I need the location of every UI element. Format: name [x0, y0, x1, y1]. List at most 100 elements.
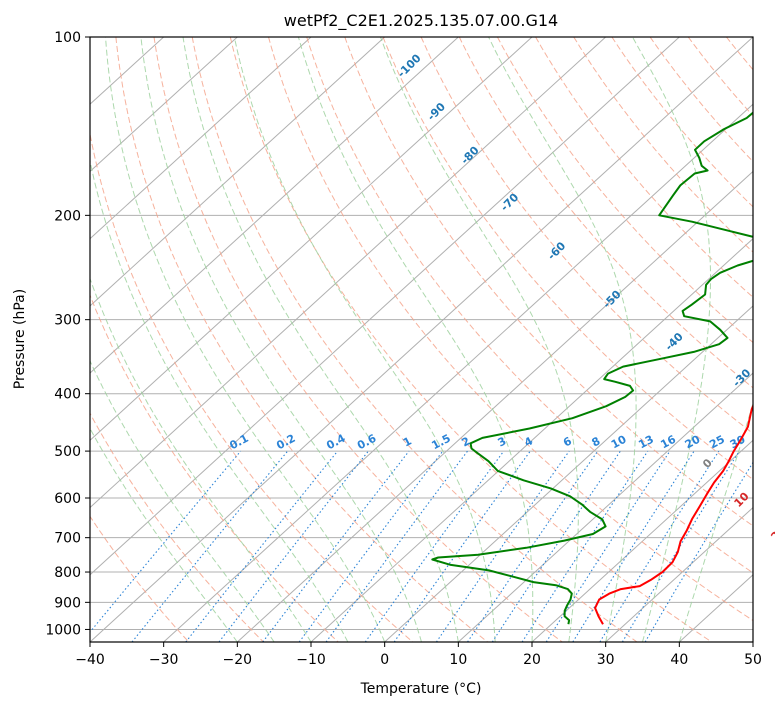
dry-adiabat-line — [268, 37, 753, 622]
isotherm-line — [90, 37, 238, 173]
mixing-ratio-label: 20 — [683, 433, 703, 452]
moist-adiabat-line — [678, 401, 753, 642]
line-labels: 0.1 0.2 0.4 0.6 1 1.5 2 3 4 6 8 10 13 16 20 25 30-100-90… — [227, 51, 775, 543]
mixing-ratio-line — [521, 450, 649, 642]
mixing-ratio-line — [325, 450, 468, 642]
dry-adiabat-line — [90, 515, 190, 642]
dry-adiabat-line — [191, 37, 638, 642]
x-tick-label: −20 — [223, 652, 253, 668]
dry-adiabat-label: -30 — [730, 366, 753, 389]
dry-adiabat-label: 10 — [732, 490, 752, 510]
x-tick-label: 50 — [744, 652, 762, 668]
y-axis-label: Pressure (hPa) — [12, 289, 28, 389]
mixing-ratio-line — [491, 450, 621, 642]
moist-adiabat-line — [182, 37, 459, 642]
mixing-ratio-label: 13 — [636, 433, 656, 452]
x-axis: −40 −30 −20 −10 0 10 20 30 40 50 — [75, 642, 762, 668]
mixing-ratio-line — [131, 450, 289, 642]
y-tick-label: 700 — [54, 531, 81, 547]
dry-adiabat-line — [382, 37, 753, 481]
isotherm-line — [90, 37, 312, 240]
y-tick-label: 200 — [54, 208, 81, 224]
profiles — [431, 111, 753, 625]
mixing-ratio-label: 25 — [707, 433, 727, 452]
mixing-ratio-label: 0.4 — [324, 432, 348, 453]
isotherm-line — [90, 37, 680, 576]
mixing-ratio-line — [572, 450, 695, 642]
moist-adiabat-line — [380, 37, 579, 642]
mixing-ratio-label: 8 — [590, 434, 603, 449]
mixing-ratio-label: 0.1 — [227, 432, 250, 453]
mixing-ratio-line — [435, 450, 570, 642]
moist-adiabat-line — [140, 37, 422, 642]
isotherm-line — [310, 237, 753, 642]
chart-title: wetPf2_C2E1.2025.135.07.00.G14 — [284, 11, 558, 31]
mixing-ratio-label: 10 — [609, 433, 629, 452]
mixing-ratio-label: 1 — [401, 434, 414, 449]
isotherm-line — [384, 305, 753, 642]
mixing-ratio-line — [218, 450, 369, 642]
isotherm-line — [457, 372, 753, 642]
x-tick-label: −10 — [296, 652, 326, 668]
y-tick-label: 600 — [54, 491, 81, 507]
dry-adiabat-label: 0 — [700, 456, 715, 471]
isotherm-line — [752, 641, 753, 642]
mixing-ratio-line — [298, 450, 444, 642]
mixing-ratio-line — [262, 450, 410, 642]
dry-adiabat-line — [90, 412, 264, 642]
x-tick-label: 20 — [523, 652, 541, 668]
temperature-line — [594, 403, 753, 625]
dry-adiabat-line — [611, 37, 753, 208]
isotherm-line — [90, 37, 753, 642]
moist-adiabat-line — [90, 158, 349, 642]
mixing-ratio-line — [364, 450, 505, 642]
dry-adiabat-line — [687, 37, 753, 117]
mixing-ratio-label: 30 — [728, 433, 748, 452]
mixing-ratio-label: 16 — [658, 433, 678, 452]
mixing-ratio-line — [393, 450, 531, 642]
isotherm-line — [90, 37, 533, 442]
isotherm-line — [236, 170, 753, 642]
dry-adiabat-line — [420, 37, 753, 435]
dry-adiabat-line — [115, 37, 488, 642]
y-tick-label: 800 — [54, 565, 81, 581]
x-tick-label: −30 — [149, 652, 179, 668]
plot-frame — [89, 36, 754, 643]
x-tick-label: 40 — [670, 652, 688, 668]
mixing-ratio-line — [621, 450, 740, 642]
mixing-ratio-label: 0.2 — [274, 432, 297, 453]
moist-adiabat-line — [90, 277, 312, 642]
isotherm-line — [531, 439, 753, 642]
y-tick-label: 400 — [54, 387, 81, 403]
y-tick-label: 300 — [54, 313, 81, 329]
dry-adiabat-line — [344, 37, 753, 527]
x-tick-label: 30 — [597, 652, 615, 668]
mixing-ratio-line — [599, 450, 720, 642]
isotherm-line — [90, 37, 386, 307]
y-tick-label: 900 — [54, 595, 81, 611]
dry-adiabat-label: -70 — [498, 190, 521, 213]
x-axis-label: Temperature (°C) — [360, 681, 482, 697]
dry-adiabat-line — [90, 131, 414, 642]
mixing-ratio-line — [90, 450, 242, 633]
background-lines — [90, 37, 775, 642]
moist-adiabat-line — [90, 359, 275, 642]
dewpoint-line — [431, 111, 753, 625]
dry-adiabat-line — [306, 37, 753, 574]
dry-adiabat-line — [726, 37, 753, 71]
dry-adiabat-label: -80 — [458, 144, 481, 167]
isotherm-line — [90, 37, 459, 374]
mixing-ratio-line — [644, 461, 753, 642]
y-tick-label: 100 — [54, 30, 81, 46]
isotherm-line — [163, 103, 753, 642]
moist-adiabat-line — [233, 37, 496, 642]
mixing-ratio-line — [185, 450, 339, 642]
dry-adiabat-label: -90 — [425, 100, 448, 123]
moist-adiabat-line — [90, 427, 238, 642]
y-axis: 100 200 300 400 500 600 700 800 900 1000 — [45, 30, 90, 638]
isotherm-line — [605, 506, 753, 642]
dry-adiabat-line — [535, 37, 753, 298]
dry-adiabat-line — [765, 37, 775, 642]
